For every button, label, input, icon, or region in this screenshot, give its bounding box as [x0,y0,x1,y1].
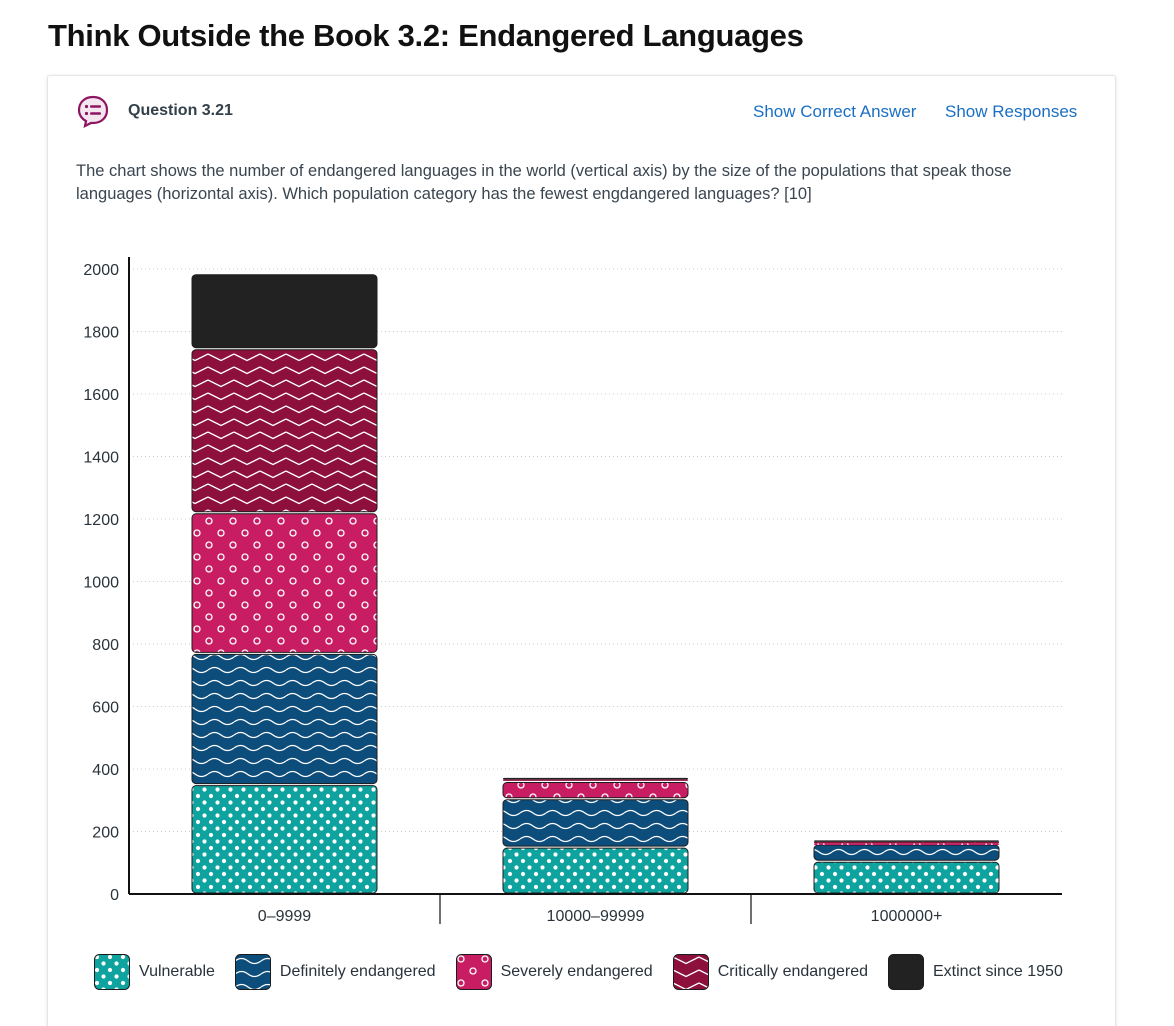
y-tick-label: 1800 [83,325,119,342]
legend-label: Definitely endangered [279,963,436,980]
y-tick-label: 800 [92,637,119,654]
y-tick-label: 200 [92,825,119,842]
y-tick-label: 1600 [83,387,119,404]
x-tick-label: 1000000+ [871,908,943,925]
question-text: The chart shows the number of endangered… [76,162,1012,203]
question-number: Question 3.21 [128,102,233,119]
y-tick-label: 400 [92,762,119,779]
bar-vulnerable[interactable] [191,785,378,894]
question-list-icon [77,95,109,128]
bar-critically[interactable] [191,349,378,513]
x-tick-label: 10000–99999 [547,908,645,925]
axes: 0 200 400 600 800 1000 1200 1400 1600 1800 2000 0–9… [83,257,1062,925]
show-responses-link[interactable]: Show Responses [945,102,1078,121]
bar-extinct[interactable] [503,777,688,780]
legend-swatch [234,954,271,990]
x-tick-label: 0–9999 [258,908,311,925]
bar-extinct[interactable] [191,274,378,349]
legend-item-definitely[interactable]: Definitely endangered [234,954,436,990]
y-tick-label: 600 [92,700,119,717]
y-tick-label: 2000 [83,262,119,279]
bar-extinct[interactable] [814,840,999,842]
y-tick-label: 1400 [83,450,119,467]
y-tick-label: 1000 [83,575,119,592]
page-title: Think Outside the Book 3.2: Endangered L… [48,18,804,53]
bar-definitely[interactable] [813,844,1000,861]
bar-vulnerable[interactable] [813,861,1000,894]
legend-label: Extinct since 1950 [933,963,1063,980]
legend-swatch [455,954,492,990]
bar-critically[interactable] [814,841,999,844]
show-correct-answer-link[interactable]: Show Correct Answer [753,102,917,121]
legend-item-vulnerable[interactable]: Vulnerable [94,954,215,990]
legend-swatch [888,954,924,990]
legend-label: Critically endangered [717,963,868,980]
bar-severely[interactable] [502,782,689,799]
legend-swatch [94,954,130,990]
bar-vulnerable[interactable] [502,847,689,894]
legend-label: Severely endangered [500,963,653,980]
legend: Vulnerable Definitely endangered Severely … [94,954,1083,990]
y-tick-label: 0 [110,887,119,904]
legend-swatch [672,954,709,990]
legend-item-extinct[interactable]: Extinct since 1950 [888,954,1063,990]
bar-severely[interactable] [191,513,378,653]
bar-critically[interactable] [503,779,688,781]
legend-label: Vulnerable [139,963,215,980]
legend-item-critically[interactable]: Critically endangered [672,954,868,990]
bar-severely[interactable] [814,843,999,845]
bars [191,274,1000,894]
bar-definitely[interactable] [191,653,378,785]
y-tick-label: 1200 [83,512,119,529]
bar-definitely[interactable] [502,799,689,847]
legend-item-severely[interactable]: Severely endangered [455,954,653,990]
